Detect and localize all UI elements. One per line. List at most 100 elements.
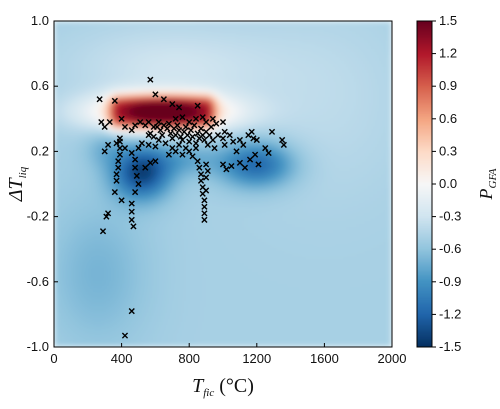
scatter-point: [113, 177, 120, 184]
scatter-point: [172, 148, 179, 155]
colorbar-tick-label: 0.0: [439, 176, 457, 191]
scatter-point: [204, 167, 211, 175]
scatter-point: [226, 132, 233, 139]
scatter-point: [192, 140, 200, 147]
scatter-point: [99, 228, 107, 235]
x-tick-label: 0: [50, 351, 57, 366]
scatter-point: [155, 118, 162, 126]
x-tick-label: 1200: [242, 351, 271, 366]
scatter-point: [253, 136, 260, 144]
colorbar-tick-label: -0.9: [439, 274, 461, 289]
scatter-point: [203, 174, 210, 181]
scatter-point: [116, 145, 124, 152]
scatter-point: [187, 127, 194, 134]
scatter-point: [96, 96, 103, 103]
scatter-point: [175, 104, 183, 111]
scatter-point: [192, 115, 200, 122]
scatter-point: [204, 141, 211, 148]
scatter-point: [153, 123, 161, 131]
scatter-point: [121, 123, 129, 131]
scatter-point: [128, 200, 135, 207]
scatter-point: [111, 189, 118, 196]
scatter-point: [113, 140, 120, 147]
colorbar-label: PGFA: [476, 168, 499, 200]
scatter-point: [236, 159, 243, 166]
scatter-point: [103, 213, 110, 220]
heatmap-image: [54, 21, 392, 347]
scatter-point: [194, 102, 201, 109]
plot-frame: [53, 20, 393, 348]
scatter-point: [201, 203, 208, 210]
scatter-point: [186, 148, 193, 155]
y-tick-label: -0.2: [27, 209, 49, 224]
scatter-point: [101, 148, 108, 155]
y-axis-label: ΔTliq: [5, 166, 29, 202]
scatter-point: [118, 197, 125, 204]
scatter-point: [152, 158, 159, 165]
scatter-point: [174, 122, 181, 129]
x-tick-label: 400: [111, 351, 133, 366]
scatter-point: [115, 164, 122, 171]
scatter-point: [101, 123, 108, 131]
scatter-point: [219, 135, 227, 142]
scatter-point: [138, 140, 145, 147]
scatter-point: [186, 138, 193, 145]
scatter-point: [279, 136, 286, 144]
scatter-point: [201, 210, 208, 217]
scatter-point: [213, 120, 220, 127]
scatter-point: [206, 132, 213, 139]
scatter-point: [241, 164, 249, 171]
colorbar-tick-label: 1.5: [439, 13, 457, 28]
scatter-point: [135, 145, 142, 152]
y-axis: -1.0 -0.6 -0.2 0.2 0.6 1.0: [27, 13, 58, 354]
scatter-point: [228, 162, 235, 170]
scatter-point: [214, 132, 222, 139]
y-tick-label: -1.0: [27, 339, 49, 354]
scatter-point: [128, 149, 135, 157]
scatter-point: [159, 132, 166, 139]
colorbar-tick-label: -0.3: [439, 209, 461, 224]
colorbar-tick-label: 0.9: [439, 78, 457, 93]
scatter-point: [137, 118, 144, 126]
scatter-point: [252, 151, 259, 158]
scatter-point: [199, 114, 206, 121]
scatter-point: [209, 136, 216, 144]
x-tick-label: 1600: [310, 351, 339, 366]
scatter-point: [191, 122, 198, 129]
scatter-point: [179, 151, 186, 158]
scatter-point: [132, 156, 139, 163]
scatter-point: [128, 127, 135, 134]
colorbar-tick-label: 1.2: [439, 46, 457, 61]
scatter-point: [230, 138, 237, 145]
colorbar-gradient: [417, 21, 432, 347]
scatter-point: [280, 141, 287, 148]
x-tick-label: 2000: [378, 351, 407, 366]
scatter-point: [145, 118, 152, 126]
scatter-point: [221, 141, 228, 148]
scatter-points: [96, 76, 287, 339]
scatter-point: [248, 128, 255, 135]
scatter-point: [201, 197, 208, 204]
scatter-point: [155, 136, 162, 144]
scatter-point: [268, 128, 276, 135]
scatter-point: [233, 148, 240, 155]
scatter-point: [116, 138, 124, 145]
heatmap: [54, 21, 392, 347]
colorbar-tick-label: -1.2: [439, 306, 461, 321]
scatter-point: [177, 133, 184, 140]
scatter-point: [186, 118, 193, 126]
scatter-point: [219, 161, 227, 168]
scatter-point: [128, 216, 135, 223]
scatter-point: [104, 141, 112, 148]
scatter-point: [203, 118, 210, 126]
scatter-point: [128, 208, 135, 215]
colorbar-tick-label: -0.6: [439, 241, 461, 256]
scatter-point: [203, 161, 210, 168]
scatter-point: [250, 135, 257, 142]
y-tick-label: 0.6: [31, 78, 49, 93]
scatter-point: [104, 210, 112, 217]
scatter-point: [203, 187, 210, 194]
scatter-point: [118, 115, 125, 122]
scatter-point: [240, 141, 247, 148]
